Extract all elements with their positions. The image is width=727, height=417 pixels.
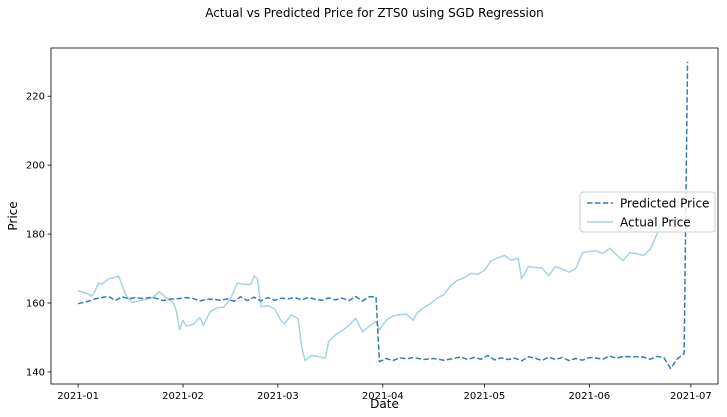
legend-label-predicted-price: Predicted Price: [620, 197, 709, 211]
x-tick-label: 2021-06: [568, 391, 610, 402]
x-tick-label: 2021-02: [162, 391, 204, 402]
x-tick-label: 2021-01: [57, 391, 99, 402]
y-tick-label: 160: [26, 299, 45, 310]
x-axis-label: Date: [370, 397, 399, 411]
x-tick-label: 2021-05: [463, 391, 505, 402]
y-tick-label: 140: [26, 367, 45, 378]
y-tick-label: 200: [26, 161, 45, 172]
series-line-predicted-price: [77, 61, 689, 370]
chart-title: Actual vs Predicted Price for ZTS0 using…: [205, 6, 544, 20]
legend-label-actual-price: Actual Price: [620, 216, 691, 230]
y-tick-label: 220: [26, 92, 45, 103]
y-axis-ticks: 140 160 180 200 220: [26, 92, 51, 378]
plot-area: [50, 47, 719, 385]
legend-box: [579, 191, 716, 233]
series-line-actual-price: [77, 221, 662, 362]
chart-legend: Predicted Price Actual Price: [579, 191, 716, 233]
y-axis-label: Price: [6, 201, 20, 230]
x-axis-ticks: 2021-01 2021-02 2021-03 2021-04 2021-05 2021-…: [57, 384, 712, 402]
plot-frame: [50, 47, 719, 385]
x-tick-label: 2021-07: [670, 391, 712, 402]
x-tick-label: 2021-03: [257, 391, 299, 402]
x-tick-label: 2021-04: [362, 391, 404, 402]
y-tick-label: 180: [26, 230, 45, 241]
